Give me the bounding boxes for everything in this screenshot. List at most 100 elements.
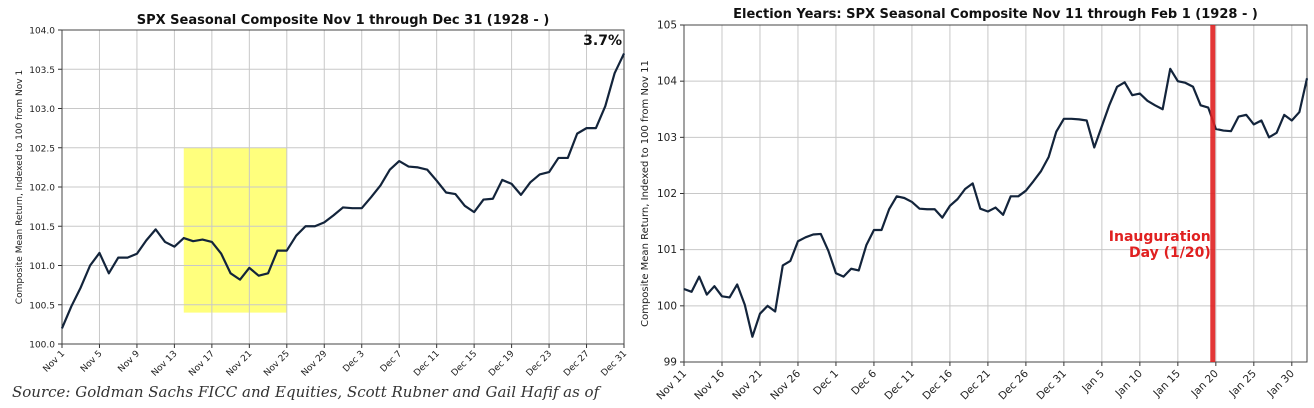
x-tick-label: Nov 9 (116, 349, 142, 375)
x-tick-label: Jan 15 (1151, 368, 1183, 400)
data-point (407, 165, 410, 168)
data-point (529, 181, 531, 183)
data-point (903, 197, 905, 199)
data-point (173, 246, 175, 248)
data-point (576, 133, 578, 135)
data-point (1017, 195, 1019, 197)
data-point (539, 173, 541, 176)
data-point (61, 327, 63, 329)
data-point (713, 285, 715, 287)
data-point (1010, 195, 1012, 197)
data-point (706, 294, 708, 296)
series-line (60, 53, 625, 329)
data-point (454, 193, 456, 195)
y-tick-label: 103.5 (29, 66, 55, 76)
data-point (155, 228, 157, 230)
data-point (1101, 125, 1103, 127)
x-tick-label: Nov 5 (79, 349, 105, 375)
data-point (690, 291, 693, 293)
data-point (258, 275, 260, 277)
x-tick-label: Nov 13 (150, 349, 180, 379)
data-point (464, 205, 466, 207)
data-point (436, 180, 438, 182)
y-tick-label: 103.0 (29, 105, 55, 115)
data-point (276, 249, 279, 252)
data-point (949, 205, 951, 207)
data-point (239, 279, 241, 281)
data-point (183, 237, 185, 239)
data-point (721, 295, 723, 297)
data-point (1162, 108, 1164, 110)
y-tick-label: 102.5 (29, 144, 55, 154)
y-tick-label: 101 (657, 244, 677, 256)
data-point (766, 305, 769, 307)
data-point (323, 221, 325, 223)
data-point (1268, 136, 1270, 138)
data-point (1116, 86, 1118, 88)
data-point (873, 229, 875, 231)
data-point (987, 210, 989, 213)
x-tick-label: Dec 31 (1034, 368, 1069, 403)
data-point (858, 269, 860, 272)
data-point (164, 241, 166, 243)
data-point (595, 127, 597, 129)
y-tick-label: 100.0 (29, 341, 55, 351)
data-point (1093, 146, 1095, 149)
inauguration-label-line2: Day (1/20) (1129, 245, 1211, 261)
data-point (604, 105, 606, 107)
x-tick-label: Dec 27 (562, 349, 592, 379)
data-point (979, 208, 981, 210)
data-point (850, 268, 852, 270)
data-point (1146, 100, 1149, 102)
data-point (1086, 119, 1088, 122)
data-point (80, 286, 82, 289)
y-axis-label: Composite Mean Return, Indexed to 100 fr… (640, 60, 651, 327)
y-tick-label: 102 (657, 188, 677, 200)
x-tick-label: Dec 26 (996, 367, 1031, 402)
data-point (389, 169, 391, 171)
data-point (1048, 156, 1050, 158)
data-point (865, 244, 867, 246)
y-tick-label: 100 (657, 300, 677, 312)
data-point (1169, 68, 1171, 70)
data-point (880, 229, 883, 231)
inauguration-label-line1: Inauguration (1109, 229, 1211, 245)
data-point (511, 183, 513, 185)
data-point (751, 336, 753, 338)
x-tick-label: Dec 1 (811, 368, 841, 398)
x-tick-label: Dec 31 (600, 349, 630, 379)
data-point (827, 250, 829, 252)
x-tick-label: Nov 21 (225, 349, 255, 379)
data-point (1253, 123, 1255, 126)
x-tick-label: Dec 19 (487, 349, 517, 379)
data-point (267, 272, 269, 274)
y-tick-label: 102.0 (29, 184, 55, 194)
data-point (117, 257, 119, 259)
data-point (1124, 81, 1126, 83)
data-point (888, 208, 890, 210)
inauguration-line (1210, 25, 1216, 362)
x-tick-label: Nov 29 (300, 349, 330, 379)
y-tick-label: 103 (657, 132, 677, 144)
x-tick-label: Dec 11 (412, 349, 442, 379)
data-point (774, 310, 776, 313)
data-point (1032, 180, 1035, 182)
data-point (1055, 131, 1057, 133)
data-point (501, 179, 503, 181)
data-point (1063, 118, 1065, 120)
x-tick-label: Dec 7 (379, 349, 404, 374)
data-point (623, 52, 625, 55)
data-point (918, 208, 921, 210)
x-tick-label: Nov 21 (730, 368, 765, 403)
data-point (994, 206, 997, 209)
data-point (426, 169, 428, 171)
x-tick-label: Jan 5 (1079, 368, 1107, 396)
data-point (126, 257, 129, 259)
data-point (1222, 129, 1225, 132)
x-tick-label: Dec 11 (882, 368, 917, 403)
highlight-box (183, 147, 287, 313)
data-point (941, 217, 943, 219)
data-point (445, 191, 447, 194)
data-point (1002, 214, 1004, 216)
data-point (89, 264, 91, 267)
